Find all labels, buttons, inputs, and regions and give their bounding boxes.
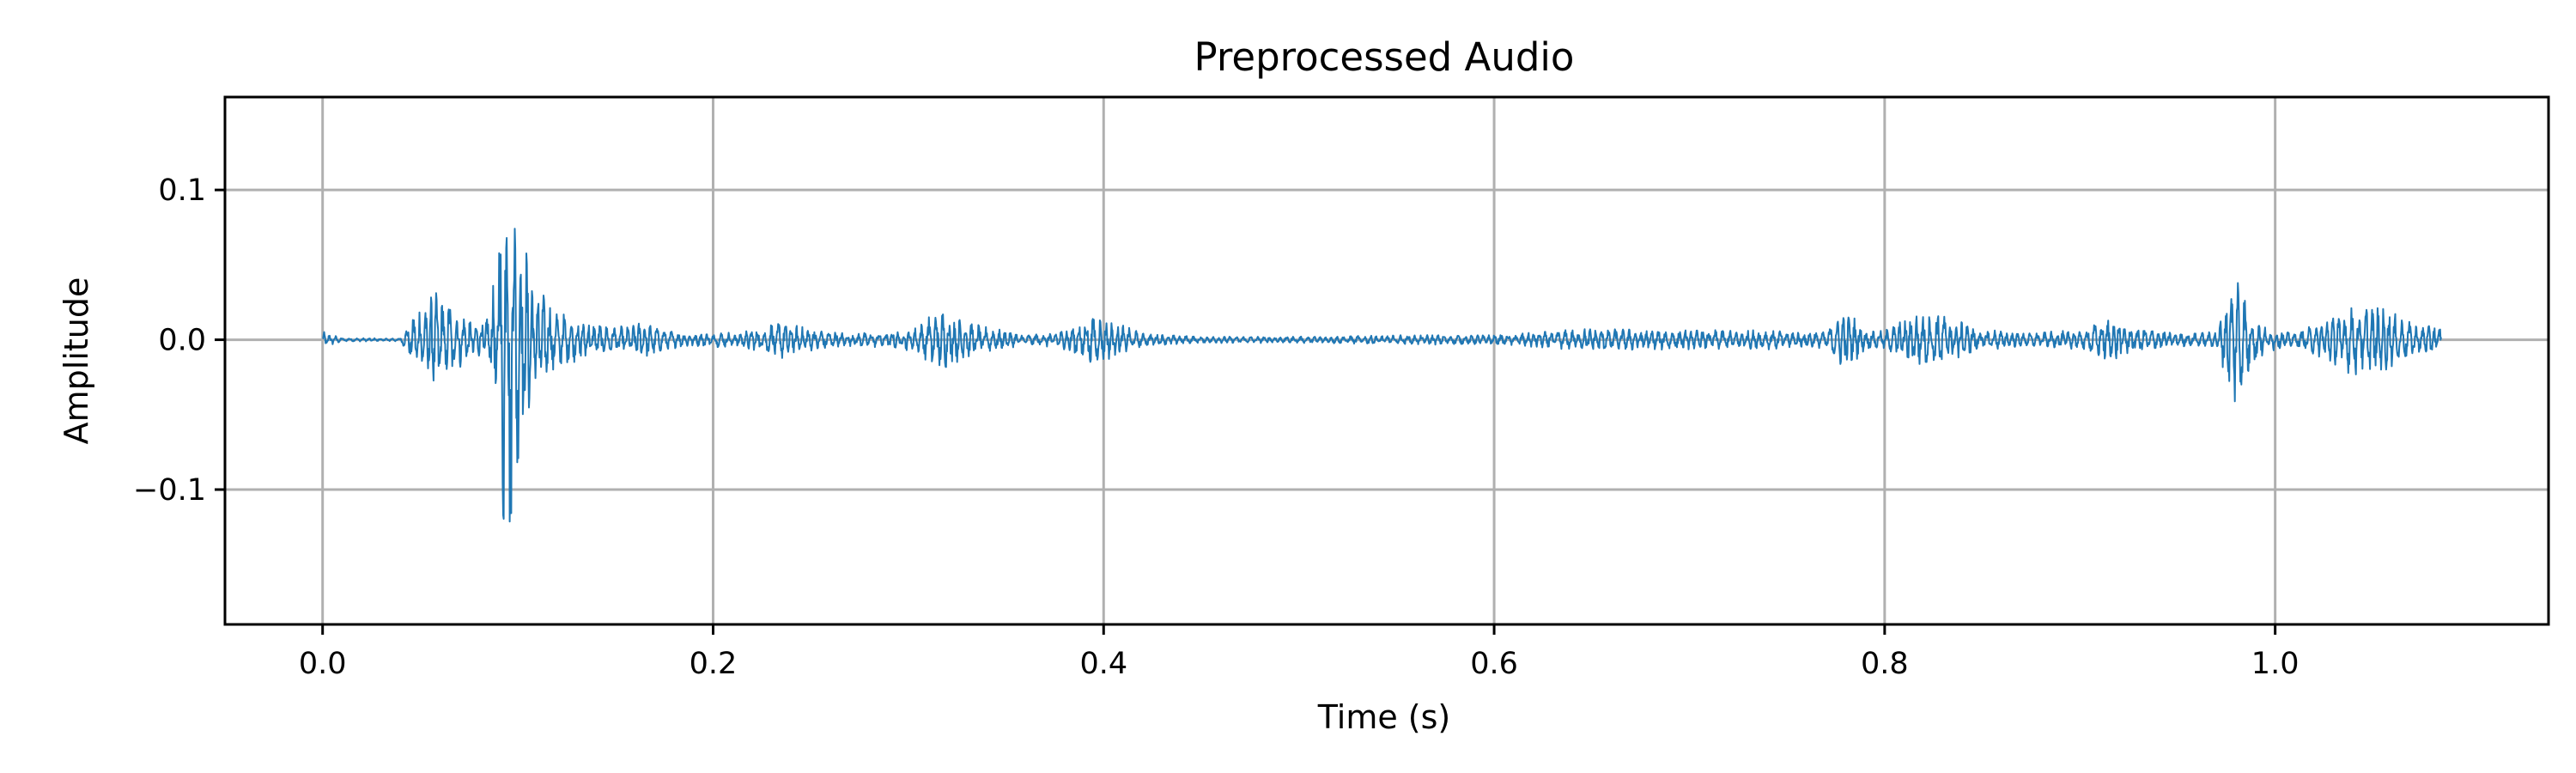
x-axis-label: Time (s): [1317, 698, 1451, 736]
plot-area: [322, 228, 2442, 523]
y-tick-label: 0.1: [158, 173, 206, 208]
grid-lines: [225, 97, 2549, 624]
x-tick-label: 0.4: [1079, 647, 1127, 681]
axes-frame: [223, 95, 2550, 626]
y-tick-label: −0.1: [133, 473, 206, 508]
x-tick-label: 0.0: [299, 647, 347, 681]
waveform-series-line: [322, 228, 2442, 523]
y-axis-label: Amplitude: [58, 277, 95, 445]
x-tick-label: 0.2: [690, 647, 738, 681]
y-tick-label: 0.0: [158, 324, 206, 358]
y-axis-ticks: 0.1 0.0 −0.1: [133, 173, 225, 508]
x-axis-ticks: 0.0 0.2 0.4 0.6 0.8 1.0: [299, 624, 2300, 681]
x-tick-label: 0.8: [1861, 647, 1909, 681]
chart-title: Preprocessed Audio: [1194, 34, 1575, 80]
x-tick-label: 0.6: [1470, 647, 1518, 681]
x-tick-label: 1.0: [2251, 647, 2300, 681]
